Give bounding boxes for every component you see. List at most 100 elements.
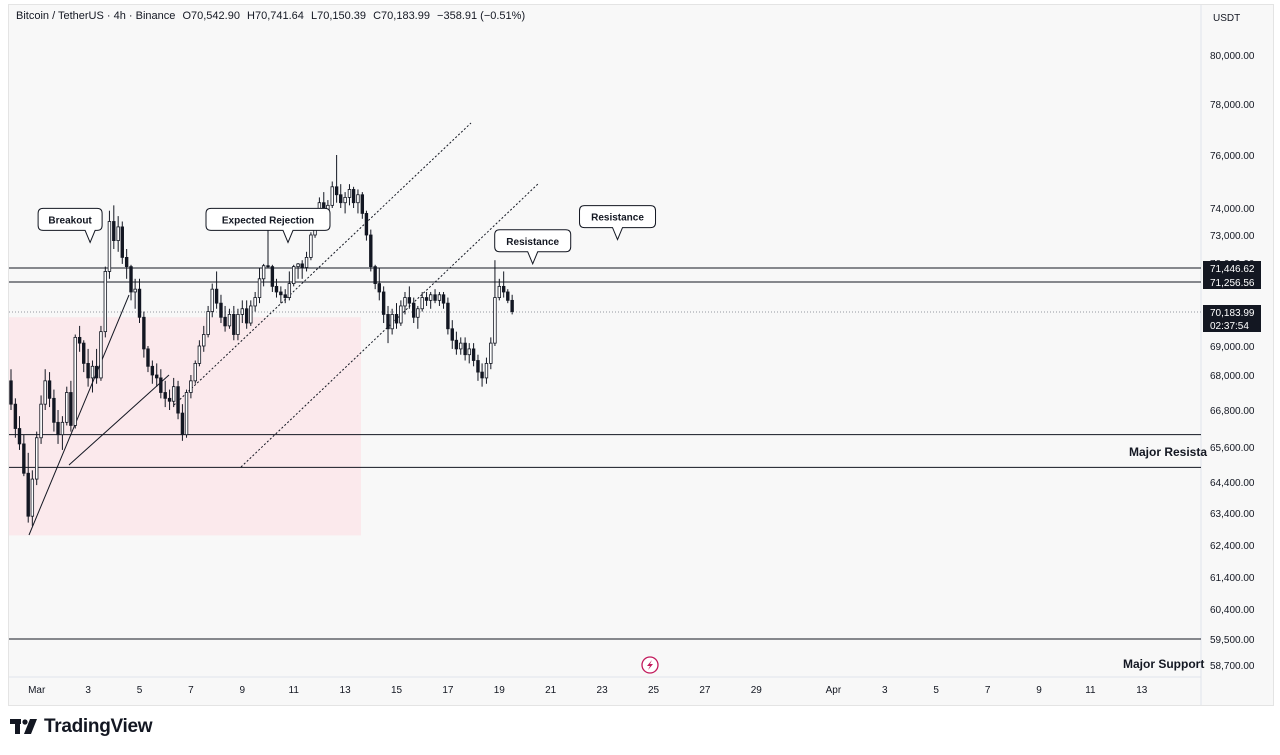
candle-body [34, 437, 39, 480]
candle-body [291, 266, 296, 284]
candle-body [454, 339, 459, 350]
time-tick-label: 25 [648, 685, 660, 696]
candle-body [56, 421, 60, 436]
candle-body [240, 308, 244, 315]
candle-body [103, 271, 108, 333]
price-tick-label: 63,400.00 [1210, 509, 1255, 520]
price-tick-label: 65,600.00 [1210, 443, 1255, 454]
time-tick-label: 7 [985, 685, 991, 696]
candle-body [343, 196, 347, 204]
candle-body [412, 302, 416, 318]
candle-body [94, 365, 99, 379]
price-tick-label: 73,000.00 [1210, 231, 1255, 242]
time-tick-label: 21 [545, 685, 557, 696]
candle-body [163, 392, 167, 399]
time-tick-label: 11 [289, 685, 300, 696]
time-tick-label: 5 [137, 685, 143, 696]
candle-body [403, 297, 407, 307]
price-tick-label: 66,800.00 [1210, 406, 1255, 417]
time-tick-label: 3 [85, 685, 91, 696]
annotation-callout[interactable]: Breakout [37, 207, 103, 244]
candle-body [330, 186, 334, 206]
candle-body [189, 380, 193, 393]
candle-body [493, 297, 497, 344]
candle-body [69, 392, 73, 426]
candle-body [441, 294, 446, 304]
time-tick-label: Mar [28, 685, 46, 696]
annotation-box [37, 207, 103, 244]
candle-body [446, 302, 450, 330]
time-tick-label: 29 [751, 685, 763, 696]
price-tick-label: 74,000.00 [1210, 204, 1255, 215]
annotation-callout[interactable]: Expected Rejection [205, 207, 331, 244]
candle-body [428, 294, 433, 301]
candle-body [17, 428, 22, 445]
tradingview-logo-icon [10, 719, 37, 734]
candle-body [60, 421, 65, 436]
candle-body [510, 299, 514, 312]
price-tick-label: 68,000.00 [1210, 371, 1255, 382]
candle-body [197, 345, 202, 364]
price-chart[interactable]: Major Resista Major Support Breakout Expect… [9, 5, 1273, 705]
channel-line [240, 182, 540, 468]
candle-body [351, 189, 356, 204]
level-price-text: 71,446.62 [1210, 264, 1255, 275]
candle-body [471, 348, 476, 361]
candle-body [43, 380, 47, 405]
annotation-box [579, 205, 657, 241]
time-tick-label: 15 [391, 685, 403, 696]
candle-body [279, 291, 283, 296]
candle-body [124, 256, 129, 268]
candle-body [99, 331, 103, 379]
candle-body [26, 472, 30, 517]
candle-body [202, 334, 206, 347]
channel-line [28, 294, 130, 536]
channel-line [68, 374, 170, 466]
candle-body [377, 283, 381, 293]
candle-body [120, 226, 124, 258]
candle-body [150, 365, 155, 376]
candle-body [39, 403, 43, 439]
candle-body [112, 221, 116, 242]
candle-body [300, 263, 304, 268]
annotation-text: Breakout [48, 215, 92, 226]
open-value: O70,542.90 [182, 10, 240, 22]
candle-body [171, 386, 176, 402]
candle-body [167, 397, 172, 402]
candle-body [364, 212, 369, 236]
candle-body [261, 265, 266, 280]
candle-body [450, 328, 454, 341]
candle-body [287, 283, 292, 298]
candle-body [227, 314, 232, 327]
annotation-box [494, 229, 572, 266]
major-resistance-label: Major Resista [1129, 445, 1207, 459]
tradingview-logo[interactable]: TradingView [10, 716, 153, 738]
candle-body [184, 392, 189, 436]
candle-body [484, 362, 489, 379]
candle-body [356, 194, 360, 204]
candle-body [459, 342, 463, 350]
candle-body [373, 266, 377, 284]
candle-body [219, 302, 223, 318]
candle-body [381, 291, 386, 315]
time-tick-label: 9 [1036, 685, 1042, 696]
candle-body [283, 294, 287, 298]
candle-body [214, 288, 219, 304]
candle-body [266, 265, 270, 268]
candle-body [304, 256, 309, 268]
candle-body [159, 377, 163, 393]
candle-body [506, 291, 510, 301]
candle-body [82, 342, 86, 364]
candle-body [334, 186, 339, 196]
candle-body [463, 342, 467, 356]
annotation-callout[interactable]: Resistance [579, 205, 657, 241]
candle-body [390, 314, 394, 330]
time-tick-label: 7 [188, 685, 194, 696]
chart-area[interactable]: Major Resista Major Support Breakout Expect… [8, 4, 1274, 706]
annotation-callout[interactable]: Resistance [494, 229, 572, 266]
candle-body [22, 443, 26, 474]
price-tick-label: 64,400.00 [1210, 478, 1255, 489]
low-value: L70,150.39 [310, 10, 367, 22]
symbol-header: Bitcoin / TetherUS · 4h · Binance O70,54… [16, 10, 529, 22]
candle-body [77, 336, 82, 344]
